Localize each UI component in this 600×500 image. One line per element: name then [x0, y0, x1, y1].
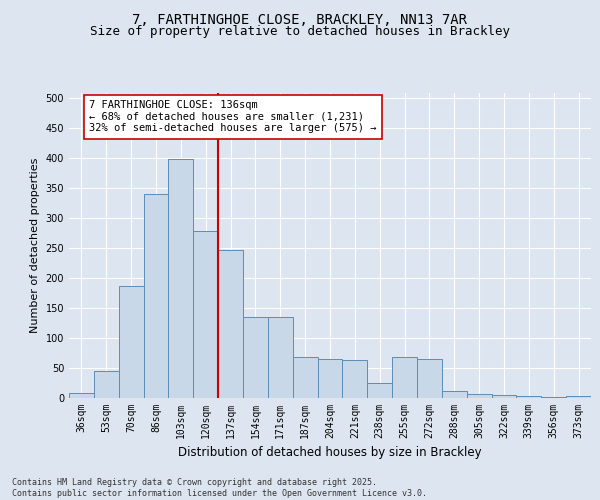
Bar: [69, 392, 94, 398]
Bar: [317, 358, 343, 398]
Text: 7 FARTHINGHOE CLOSE: 136sqm
← 68% of detached houses are smaller (1,231)
32% of : 7 FARTHINGHOE CLOSE: 136sqm ← 68% of det…: [89, 100, 376, 134]
Bar: [491, 395, 517, 398]
Bar: [517, 396, 541, 398]
Bar: [417, 358, 442, 398]
Bar: [119, 286, 143, 398]
X-axis label: Distribution of detached houses by size in Brackley: Distribution of detached houses by size …: [178, 446, 482, 459]
Bar: [343, 360, 367, 398]
Bar: [541, 397, 566, 398]
Y-axis label: Number of detached properties: Number of detached properties: [30, 158, 40, 332]
Bar: [467, 394, 491, 398]
Bar: [268, 317, 293, 398]
Bar: [566, 396, 591, 398]
Bar: [193, 231, 218, 398]
Bar: [143, 194, 169, 398]
Text: 7, FARTHINGHOE CLOSE, BRACKLEY, NN13 7AR: 7, FARTHINGHOE CLOSE, BRACKLEY, NN13 7AR: [133, 12, 467, 26]
Bar: [169, 160, 193, 398]
Bar: [367, 382, 392, 398]
Bar: [94, 370, 119, 398]
Text: Size of property relative to detached houses in Brackley: Size of property relative to detached ho…: [90, 24, 510, 38]
Bar: [392, 357, 417, 398]
Bar: [243, 317, 268, 398]
Text: Contains HM Land Registry data © Crown copyright and database right 2025.
Contai: Contains HM Land Registry data © Crown c…: [12, 478, 427, 498]
Bar: [218, 250, 243, 398]
Bar: [442, 391, 467, 398]
Bar: [293, 357, 317, 398]
